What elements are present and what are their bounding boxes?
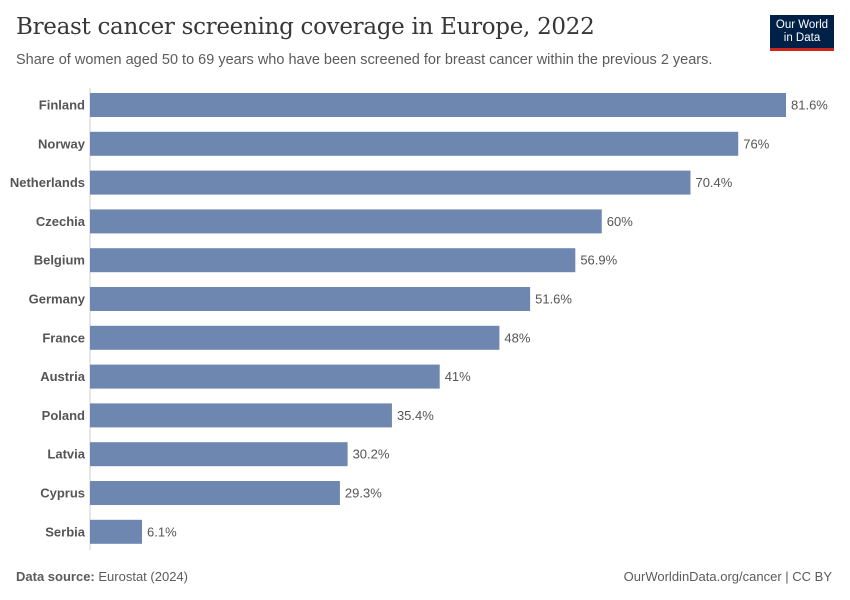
- bar-austria[interactable]: [90, 364, 440, 389]
- category-label: Norway: [38, 136, 86, 151]
- data-label: 76%: [743, 136, 769, 151]
- source-label: Data source:: [16, 569, 95, 584]
- category-label: Germany: [29, 292, 86, 307]
- category-label: Cyprus: [40, 486, 85, 501]
- bar-norway[interactable]: [90, 131, 739, 156]
- data-label: 48%: [504, 330, 530, 345]
- category-label: Finland: [39, 98, 85, 113]
- category-label: Latvia: [47, 447, 85, 462]
- category-label: Austria: [40, 369, 86, 384]
- owid-logo[interactable]: Our World in Data: [770, 15, 834, 51]
- bar-serbia[interactable]: [90, 519, 143, 544]
- data-label: 29.3%: [345, 486, 382, 501]
- bar-cyprus[interactable]: [90, 481, 340, 505]
- source-link[interactable]: Eurostat (2024): [98, 569, 188, 584]
- data-label: 41%: [445, 369, 471, 384]
- bar-germany[interactable]: [90, 287, 531, 311]
- bar-poland[interactable]: [90, 403, 392, 428]
- chart-title: Breast cancer screening coverage in Euro…: [16, 14, 595, 40]
- bar-czechia[interactable]: [90, 209, 602, 234]
- data-label: 6.1%: [147, 524, 177, 539]
- logo-line1: Our World: [775, 19, 829, 31]
- bar-france[interactable]: [90, 325, 500, 350]
- category-label: Poland: [42, 408, 85, 423]
- bar-latvia[interactable]: [90, 442, 348, 467]
- data-source: Data source: Eurostat (2024): [16, 569, 188, 584]
- data-label: 56.9%: [580, 253, 617, 268]
- category-label: Netherlands: [10, 175, 85, 190]
- category-label: France: [42, 330, 85, 345]
- bar-netherlands[interactable]: [90, 170, 691, 195]
- data-label: 35.4%: [397, 408, 434, 423]
- chart-subtitle: Share of women aged 50 to 69 years who h…: [16, 52, 713, 68]
- logo-line2: in Data: [783, 32, 821, 44]
- footer-link[interactable]: OurWorldinData.org/cancer | CC BY: [623, 569, 832, 584]
- data-label: 60%: [607, 214, 633, 229]
- data-label: 30.2%: [353, 447, 390, 462]
- data-label: 70.4%: [695, 175, 732, 190]
- data-label: 51.6%: [535, 292, 572, 307]
- bar-belgium[interactable]: [90, 248, 576, 273]
- category-label: Czechia: [36, 214, 86, 229]
- data-label: 81.6%: [791, 98, 828, 113]
- category-label: Belgium: [34, 253, 85, 268]
- bar-finland[interactable]: [90, 93, 786, 117]
- category-label: Serbia: [45, 524, 86, 539]
